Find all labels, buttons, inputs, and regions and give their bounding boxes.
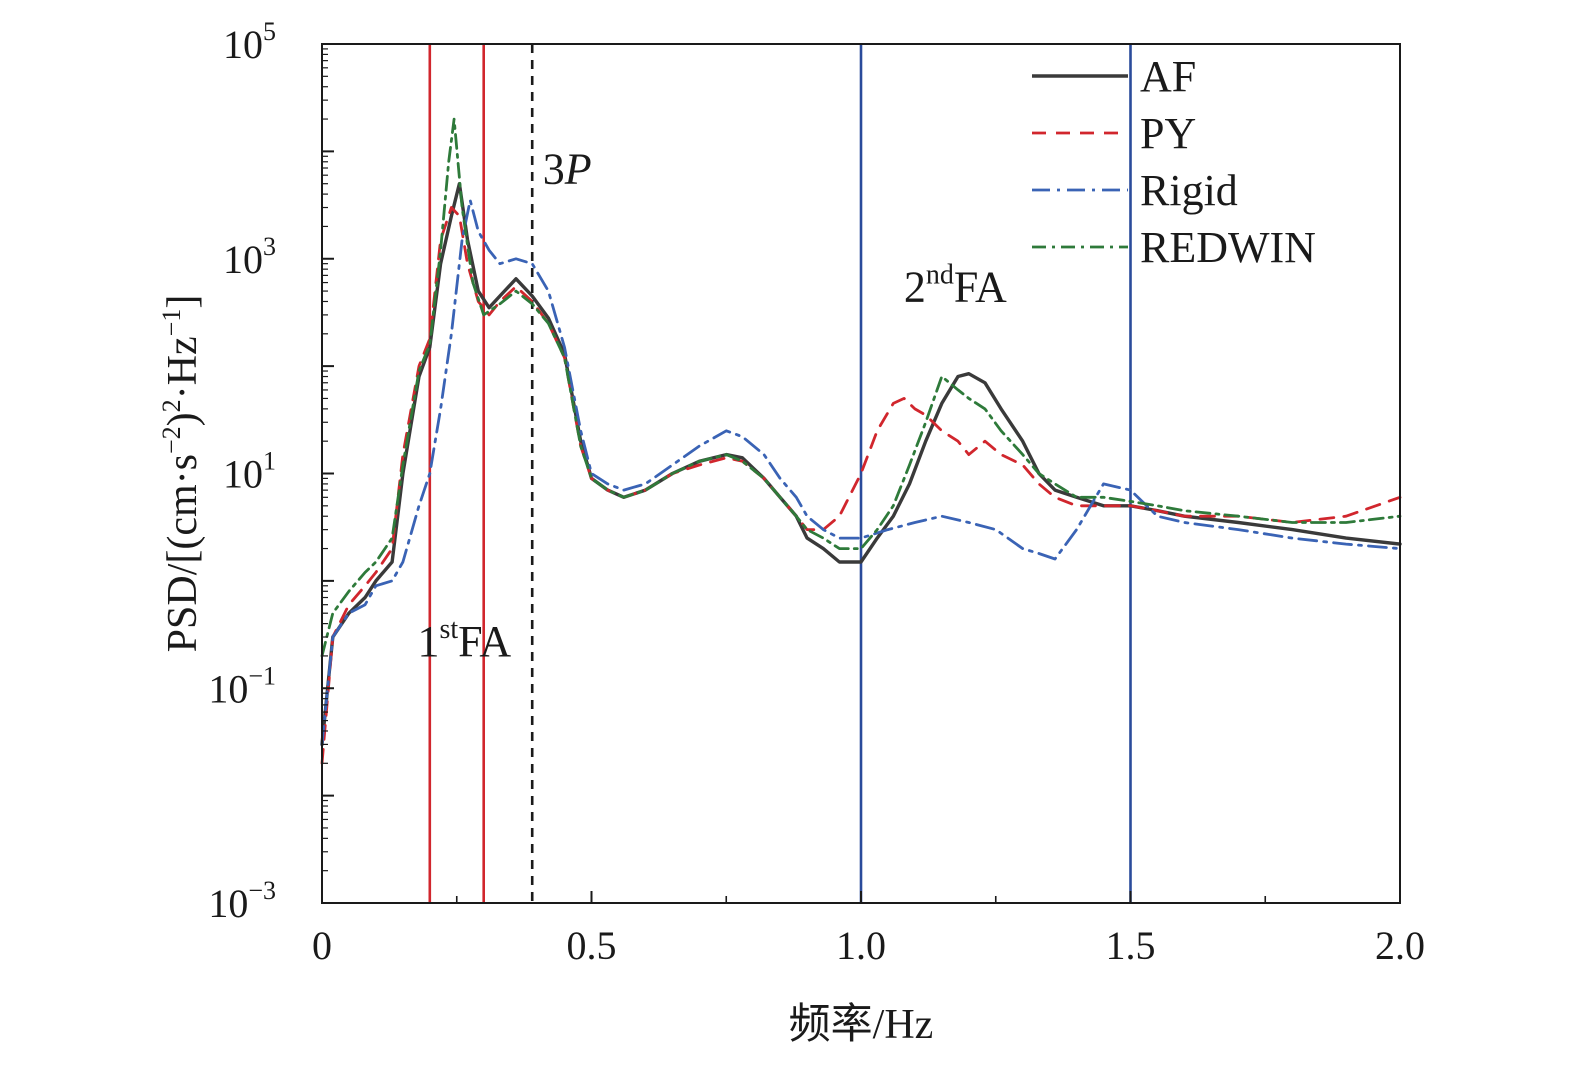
y-tick-exponent: 3: [263, 232, 276, 261]
y-tick-exponent: −3: [248, 876, 276, 905]
annotation-text: FA: [954, 262, 1007, 311]
series-line-rigid: [320, 198, 1402, 746]
annotation-1st: 1stFA: [417, 614, 511, 666]
x-tick-label: 2.0: [1375, 923, 1425, 968]
annotation-text: 1: [417, 617, 439, 666]
y-tick-label: 101: [223, 447, 276, 497]
y-tick-label: 10−3: [208, 876, 276, 926]
y-tick-base: 10: [208, 666, 248, 711]
x-tick-label: 1.5: [1106, 923, 1156, 968]
series-line-af: [320, 182, 1402, 747]
annotation-text: P: [564, 145, 592, 194]
y-tick-exponent: 5: [263, 17, 276, 46]
annotation-text: 3: [543, 145, 565, 194]
y-axis-title-part: PSD/[(cm·s: [160, 454, 206, 652]
y-tick-label: 105: [223, 17, 276, 67]
y-axis-title-part: 2: [157, 399, 186, 412]
y-tick-base: 10: [223, 452, 263, 497]
y-axis-title-part: ·Hz: [160, 336, 206, 399]
y-tick-exponent: 1: [263, 447, 276, 476]
y-tick-base: 10: [223, 22, 263, 67]
annotation-text: 2: [904, 262, 926, 311]
series-line-redwin: [320, 117, 1402, 658]
y-tick-base: 10: [208, 881, 248, 926]
annotation-superscript: nd: [926, 259, 954, 290]
legend-label: PY: [1140, 109, 1196, 158]
y-axis-title-part: ]: [160, 295, 206, 309]
annotation-3p: 3P: [543, 145, 592, 194]
x-tick-label: 0: [312, 923, 332, 968]
legend-label: AF: [1140, 52, 1196, 101]
x-tick-label: 1.0: [836, 923, 886, 968]
annotation-text: FA: [458, 617, 511, 666]
x-tick-label: 0.5: [567, 923, 617, 968]
x-axis-title: 频率/Hz: [789, 1001, 934, 1048]
legend-item-redwin: REDWIN: [1032, 223, 1316, 272]
legend-item-rigid: Rigid: [1032, 166, 1238, 215]
y-axis-title: PSD/[(cm·s−2)2·Hz−1]: [157, 295, 206, 653]
y-tick-exponent: −1: [248, 661, 276, 690]
y-tick-base: 10: [223, 237, 263, 282]
annotation-2nd: 2ndFA: [904, 259, 1007, 311]
legend-item-af: AF: [1032, 52, 1196, 101]
y-axis-title-part: ): [160, 412, 206, 426]
y-tick-label: 103: [223, 232, 276, 282]
y-axis-title-part: −2: [157, 426, 186, 454]
y-axis-title-part: −1: [157, 309, 186, 337]
y-tick-label: 10−1: [208, 661, 276, 711]
legend-label: Rigid: [1140, 166, 1238, 215]
legend-label: REDWIN: [1140, 223, 1316, 272]
annotation-superscript: st: [439, 614, 458, 645]
legend-item-py: PY: [1032, 109, 1196, 158]
